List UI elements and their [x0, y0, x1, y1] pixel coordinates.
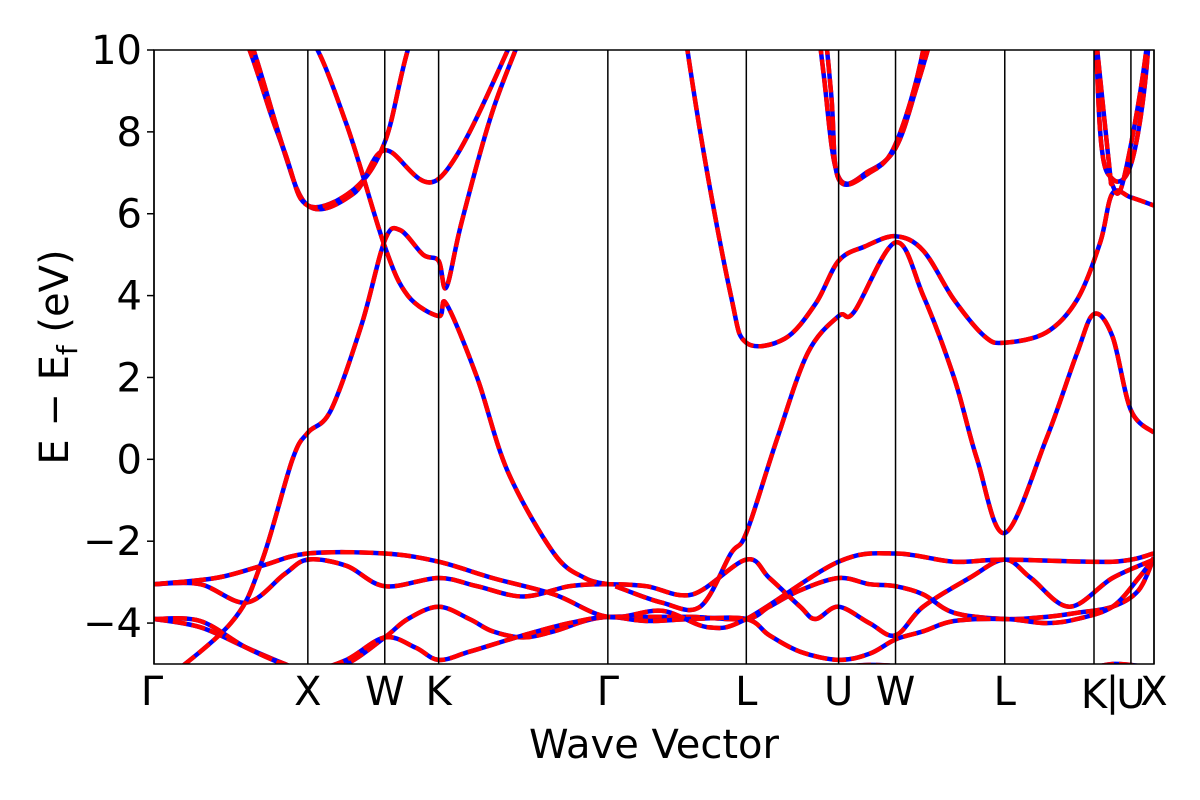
- kpoint-label: U: [1116, 672, 1145, 718]
- kpoint-label: X: [1140, 669, 1167, 715]
- y-axis: 10 8 6 4 2 0 −2 −4: [83, 28, 154, 647]
- kpoint-label: W: [876, 669, 916, 715]
- y-tick-label: 6: [117, 192, 142, 238]
- y-axis-label-unit: (eV): [32, 249, 78, 345]
- band-line-overlay: [181, 50, 518, 664]
- x-axis-label: Wave Vector: [529, 722, 780, 768]
- band-line-overlay: [154, 556, 1154, 664]
- kpoint-label: W: [365, 669, 405, 715]
- kpoint-label: K: [425, 669, 453, 715]
- y-tick-label: −2: [83, 519, 142, 565]
- kpoint-label: L: [994, 669, 1017, 715]
- y-tick-label: 8: [117, 110, 142, 156]
- kpoint-label: |: [1106, 669, 1119, 715]
- plot-frame: [153, 49, 1155, 665]
- band-line-reference: [247, 50, 511, 212]
- y-axis-label: E − Ef (eV): [32, 249, 84, 464]
- kpoint-label: U: [824, 669, 853, 715]
- y-tick-label: 10: [91, 28, 142, 74]
- y-tick-label: 2: [117, 355, 142, 401]
- kpoint-label: L: [735, 669, 758, 715]
- band-line-overlay: [251, 50, 411, 210]
- band-line-overlay: [614, 240, 1154, 613]
- y-axis-label-main: E − E: [32, 355, 78, 465]
- kpoint-label: Γ: [141, 669, 164, 715]
- y-tick-label: 4: [117, 274, 142, 320]
- y-tick-label: −4: [83, 601, 142, 647]
- kpoint-label: Γ: [597, 669, 620, 715]
- kpoint-label: K: [1081, 672, 1109, 718]
- plot-background: [154, 50, 1154, 664]
- kpoint-label: X: [294, 669, 321, 715]
- y-tick-label: 0: [117, 437, 142, 483]
- band-line-overlay: [824, 50, 926, 187]
- y-axis-label-sub: f: [51, 344, 84, 355]
- x-axis: Γ X W K Γ L U W L K|UX: [141, 669, 1168, 718]
- band-line-overlay: [315, 50, 609, 587]
- band-line-overlay: [685, 50, 1154, 349]
- band-line-overlay: [1094, 50, 1149, 196]
